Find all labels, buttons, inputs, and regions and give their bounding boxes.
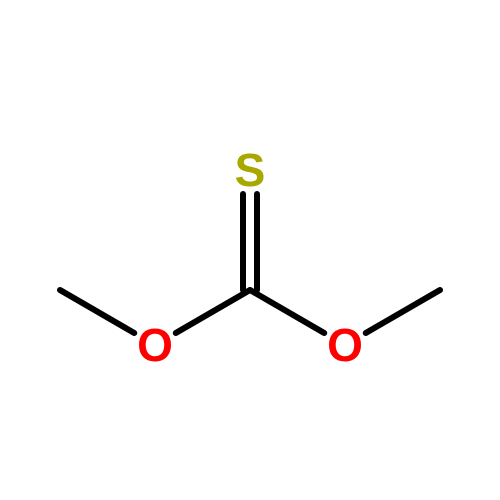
atom-label-S: S <box>235 144 266 196</box>
atom-label-O: O <box>137 319 173 371</box>
bond-C1-O1 <box>60 290 134 333</box>
bond-O2-C3 <box>366 290 440 333</box>
atom-label-O: O <box>327 319 363 371</box>
bond-C2-O2 <box>250 290 324 333</box>
bond-O1-C2 <box>176 290 250 333</box>
molecule-canvas: O S O <box>0 0 500 500</box>
